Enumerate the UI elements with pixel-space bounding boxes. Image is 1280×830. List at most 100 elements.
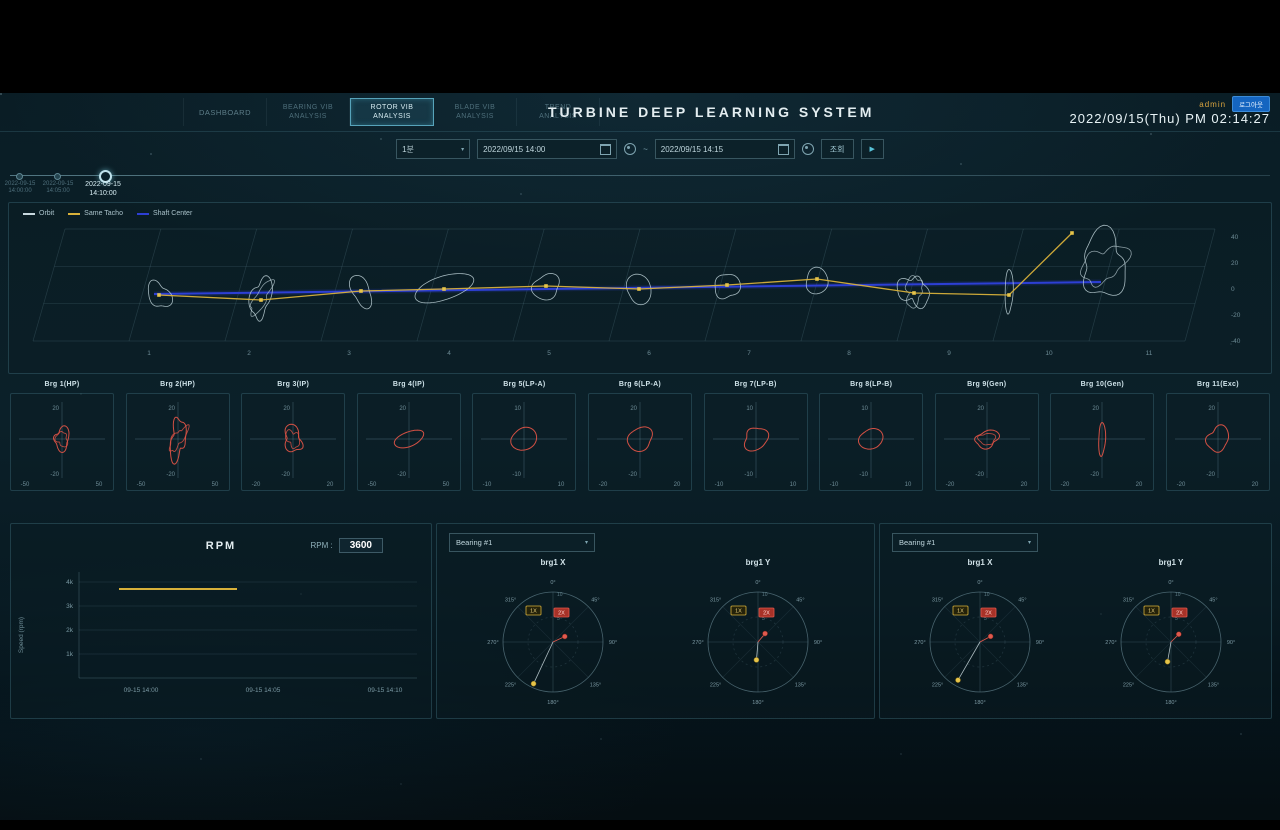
start-datetime-value[interactable] [483, 144, 576, 154]
axis-tick: 20 [327, 482, 334, 488]
rpm-trend-chart: Speed (rpm) 4k 3k 2k 1k 09-15 14:00 09-15 14:0… [18, 572, 417, 694]
y-tick: 1k [66, 651, 74, 658]
timeline-label: 2022-09-15 14:00:00 [0, 181, 50, 195]
bearing-orbit-box[interactable]: 20 -20 -20 20 [1050, 393, 1155, 491]
orbit-trace [1082, 224, 1126, 296]
axis-tick: 50 [211, 482, 218, 488]
tag-2x-label: 2X [1176, 611, 1183, 617]
bearing-orbit-box[interactable]: 10 -10 -10 10 [472, 393, 577, 491]
axis-tick: 20 [977, 406, 984, 412]
tab-dashboard[interactable]: DASHBOARD [183, 98, 267, 126]
timeline-label: 2022-09-15 14:10:00 [73, 181, 133, 198]
end-datetime-input[interactable] [654, 139, 795, 159]
same-tacho-marker [359, 289, 363, 293]
tag-2x-label: 2X [763, 611, 770, 617]
polar-title: brg1 Y [746, 558, 771, 567]
axis-tick: 10 [515, 406, 522, 412]
gear-icon[interactable] [624, 143, 637, 155]
calendar-icon[interactable] [777, 143, 789, 155]
bearing-orbit-chart: 20 -20 -20 20 [596, 402, 683, 488]
angle-label: 225° [932, 682, 943, 688]
interval-select[interactable]: 1분 ▾ [396, 139, 471, 159]
radius-tick: 10 [762, 592, 768, 598]
app-title: TURBINE DEEP LEARNING SYSTEM [548, 104, 875, 120]
axis-tick: 20 [1208, 406, 1215, 412]
bearing-orbit-box[interactable]: 10 -10 -10 10 [703, 393, 808, 491]
bearing-orbit-box[interactable]: 20 -20 -20 20 [241, 393, 346, 491]
bearing-orbit-box[interactable]: 20 -20 -20 20 [587, 393, 692, 491]
rpm-label: RPM : [310, 541, 333, 550]
bearing-orbit-chart: 20 -20 -50 50 [134, 402, 221, 488]
angle-label: 225° [710, 682, 721, 688]
legend-item: Shaft Center [136, 210, 192, 217]
bearing-orbit-chart: 20 -20 -20 20 [943, 402, 1030, 488]
bearing-select[interactable]: Bearing #1 ▾ [449, 533, 595, 552]
vector-2x-dot [988, 633, 994, 640]
background-glow [0, 670, 1280, 820]
angle-label: 90° [1036, 640, 1044, 646]
bearing-orbit-chart: 20 -20 -20 20 [1059, 402, 1146, 488]
bearing-orbit-box[interactable]: 20 -20 -50 50 [125, 393, 230, 491]
vector-1x-dot [1164, 658, 1170, 665]
y-axis-label: Speed (rpm) [18, 617, 25, 653]
orbit-trace [349, 274, 373, 310]
same-tacho-marker [637, 287, 641, 291]
tab-rotor-vib-analysis[interactable]: ROTOR VIB ANALYSIS [350, 98, 434, 126]
orbit-legend: Orbit Same Tacho Shaft Center [23, 210, 192, 217]
same-tacho-marker [259, 298, 263, 302]
tab-blade-vib-analysis[interactable]: BLADE VIB ANALYSIS [434, 98, 517, 126]
orbit-trace [1004, 269, 1014, 315]
gear-icon[interactable] [801, 143, 814, 155]
axis-tick: -20 [282, 472, 291, 478]
bearing-orbit-box[interactable]: 20 -20 -50 50 [10, 393, 114, 491]
axis-tick: 20 [52, 406, 59, 412]
timeline-date: 2022-09-15 [85, 181, 121, 188]
bearing-orbit-box[interactable]: 20 -20 -20 20 [934, 393, 1039, 491]
bearing-orbit-box[interactable]: 10 -10 -10 10 [819, 393, 924, 491]
x-tick: 09-15 14:00 [124, 687, 159, 694]
rpm-readout: RPM : 3600 [311, 538, 383, 553]
bearing-card: Brg 2(HP) 20 -20 -50 50 [125, 381, 230, 491]
bearing-name: Brg 5(LP-A) [503, 381, 546, 388]
tag-1x-label: 1X [735, 609, 742, 615]
legend-swatch [136, 212, 149, 215]
z-tick: 40 [1231, 234, 1239, 241]
calendar-icon[interactable] [600, 143, 612, 155]
play-button[interactable]: ▶ [860, 139, 884, 159]
axis-tick: -50 [136, 482, 145, 488]
axis-tick: 10 [905, 482, 912, 488]
y-tick: 3k [66, 603, 74, 610]
chevron-down-icon: ▾ [461, 146, 465, 153]
vector-1x [1166, 641, 1172, 662]
tab-trend-analysis[interactable]: TREND ANALYSIS [517, 98, 600, 126]
nav-tabs: DASHBOARD BEARING VIB ANALYSIS ROTOR VIB ANA… [183, 98, 600, 126]
bearing-card: Brg 4(IP) 20 -20 -50 50 [356, 381, 461, 491]
radius-tick: 10 [1175, 592, 1181, 598]
tag-2x [980, 607, 997, 618]
radius-tick: 5 [984, 616, 987, 622]
dashboard: DASHBOARD BEARING VIB ANALYSIS ROTOR VIB ANA… [0, 93, 1280, 820]
tab-label: TREND [544, 104, 572, 111]
angle-label: 225° [1123, 682, 1134, 688]
angle-label: 315° [1123, 598, 1134, 604]
polar-chart: brg1 X 0° 45° 90° 135° 180° 225° 270° 315° 5 10 1X 2… [487, 558, 617, 706]
logout-button[interactable]: 로그아웃 [1232, 96, 1270, 112]
search-button[interactable]: 조회 [820, 139, 854, 159]
start-datetime-input[interactable] [477, 139, 618, 159]
bearing-orbit-chart: 20 -20 -50 50 [19, 402, 105, 488]
range-separator: ~ [643, 144, 648, 154]
timeline-marker [16, 173, 23, 180]
tag-1x [730, 605, 747, 616]
orbit-trace [169, 416, 187, 465]
tab-bearing-vib-analysis[interactable]: BEARING VIB ANALYSIS [267, 98, 350, 126]
bearing-select[interactable]: Bearing #1 ▾ [892, 533, 1038, 552]
x-tick: 8 [847, 350, 851, 357]
end-datetime-value[interactable] [660, 144, 753, 154]
radius-tick: 10 [557, 592, 563, 598]
polar-panel-2: Bearing #1 ▾ brg1 X 0° 45° 90° 135° 180° 225° 2… [879, 523, 1272, 719]
user-block: admin 로그아웃 [1199, 96, 1270, 112]
bearing-orbit-box[interactable]: 20 -20 -20 20 [1165, 393, 1270, 491]
timeline-time: 14:10:00 [89, 189, 117, 197]
angle-label: 45° [1019, 598, 1027, 604]
bearing-orbit-box[interactable]: 20 -20 -50 50 [356, 393, 461, 491]
